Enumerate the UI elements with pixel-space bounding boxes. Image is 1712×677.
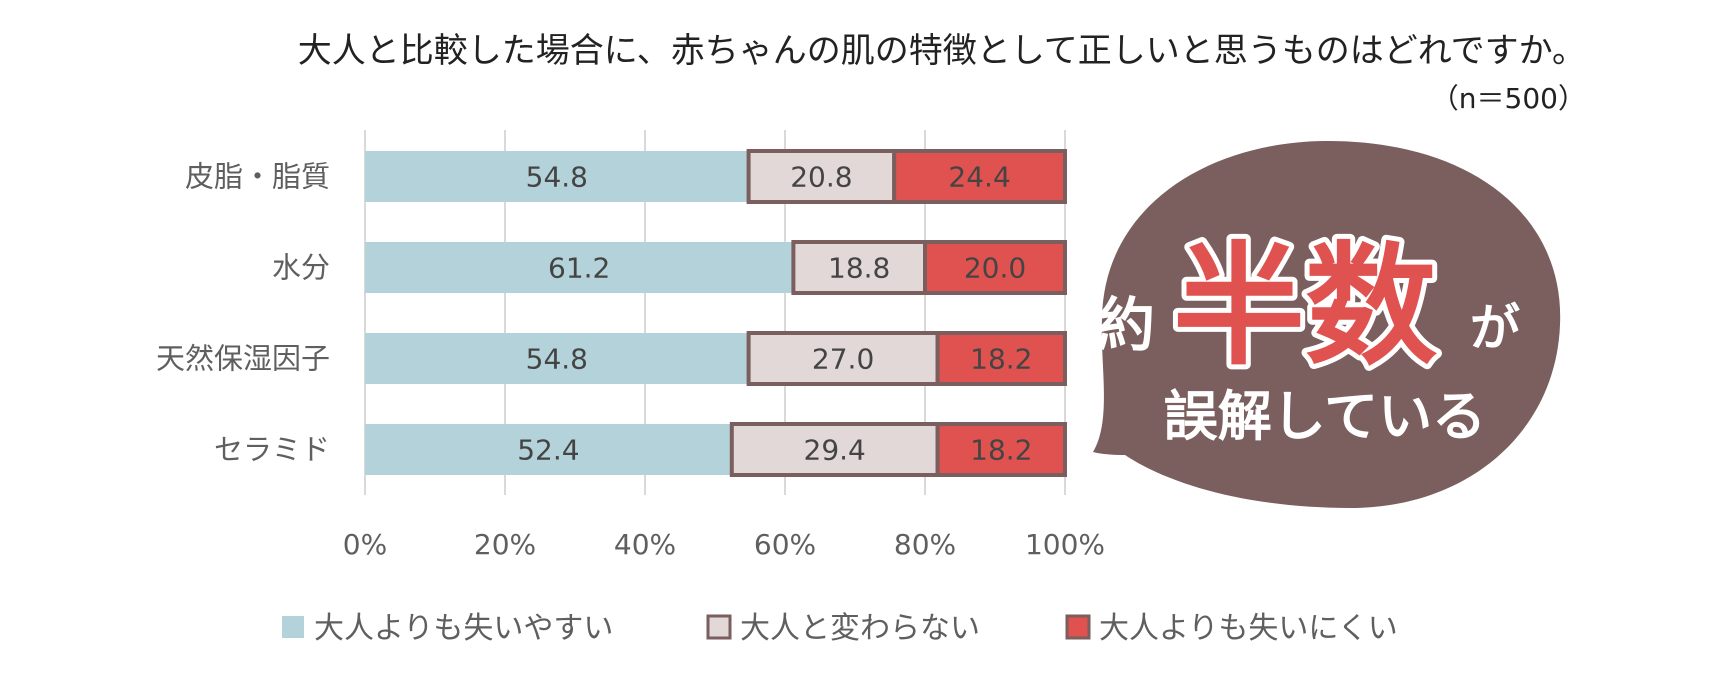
category-label: 天然保湿因子 (156, 342, 330, 376)
data-label: 27.0 (812, 343, 874, 376)
category-label: 皮脂・脂質 (185, 160, 330, 194)
data-label: 29.4 (804, 434, 866, 467)
legend-label: 大人よりも失いやすい (314, 611, 613, 646)
data-label: 20.0 (964, 252, 1026, 285)
chart-title: 大人と比較した場合に、赤ちゃんの肌の特徴として正しいと思うものはどれですか。 (298, 31, 1586, 71)
data-label: 52.4 (517, 434, 579, 467)
bar-segment (935, 331, 1067, 386)
annotation-highlight: 半数 (1173, 230, 1437, 384)
legend-swatch (706, 614, 732, 640)
x-tick-label: 0% (343, 528, 387, 561)
bar-segment (935, 422, 1067, 477)
bar-segment (365, 151, 749, 202)
data-label: 18.2 (970, 343, 1032, 376)
x-tick-label: 40% (614, 528, 676, 561)
bar-segment (365, 333, 749, 384)
data-label: 24.4 (948, 161, 1010, 194)
bar-segment (365, 242, 794, 293)
annotation-suffix: が (1470, 299, 1520, 357)
x-tick-label: 80% (894, 528, 956, 561)
legend-label: 大人と変わらない (740, 611, 980, 646)
speech-bubble: 約 半数 が 誤解している (1093, 140, 1561, 508)
data-label: 20.8 (790, 161, 852, 194)
x-tick-label: 60% (754, 528, 816, 561)
legend-label: 大人よりも失いにくい (1099, 611, 1398, 646)
data-label: 54.8 (526, 161, 588, 194)
bar-segment (923, 240, 1067, 295)
data-label: 18.8 (828, 252, 890, 285)
bar-segment (892, 149, 1068, 204)
annotation-line2: 誤解している (1164, 385, 1486, 448)
data-label: 61.2 (548, 252, 610, 285)
x-tick-label: 20% (474, 528, 536, 561)
legend: 大人よりも失いやすい 大人と変わらない 大人よりも失いにくい (282, 611, 1398, 646)
legend-swatch (282, 616, 304, 638)
data-label: 54.8 (526, 343, 588, 376)
annotation-prefix: 約 (1097, 291, 1155, 359)
category-label: 水分 (272, 251, 330, 285)
category-label: セラミド (214, 433, 330, 467)
bars-layer: 54.8 20.8 24.4 61.2 18.8 20.0 54.8 27.0 18.2 52.4… (365, 149, 1068, 477)
chart-subtitle: （n＝500） (1431, 82, 1586, 115)
x-axis-tick-labels: 0% 20% 40% 60% 80% 100% (343, 528, 1105, 561)
bar-segment (746, 331, 940, 386)
speech-bubble-shape (1093, 140, 1561, 508)
legend-swatch (1065, 614, 1091, 640)
bar-segment (365, 424, 732, 475)
data-label: 18.2 (970, 434, 1032, 467)
x-tick-label: 100% (1025, 528, 1105, 561)
